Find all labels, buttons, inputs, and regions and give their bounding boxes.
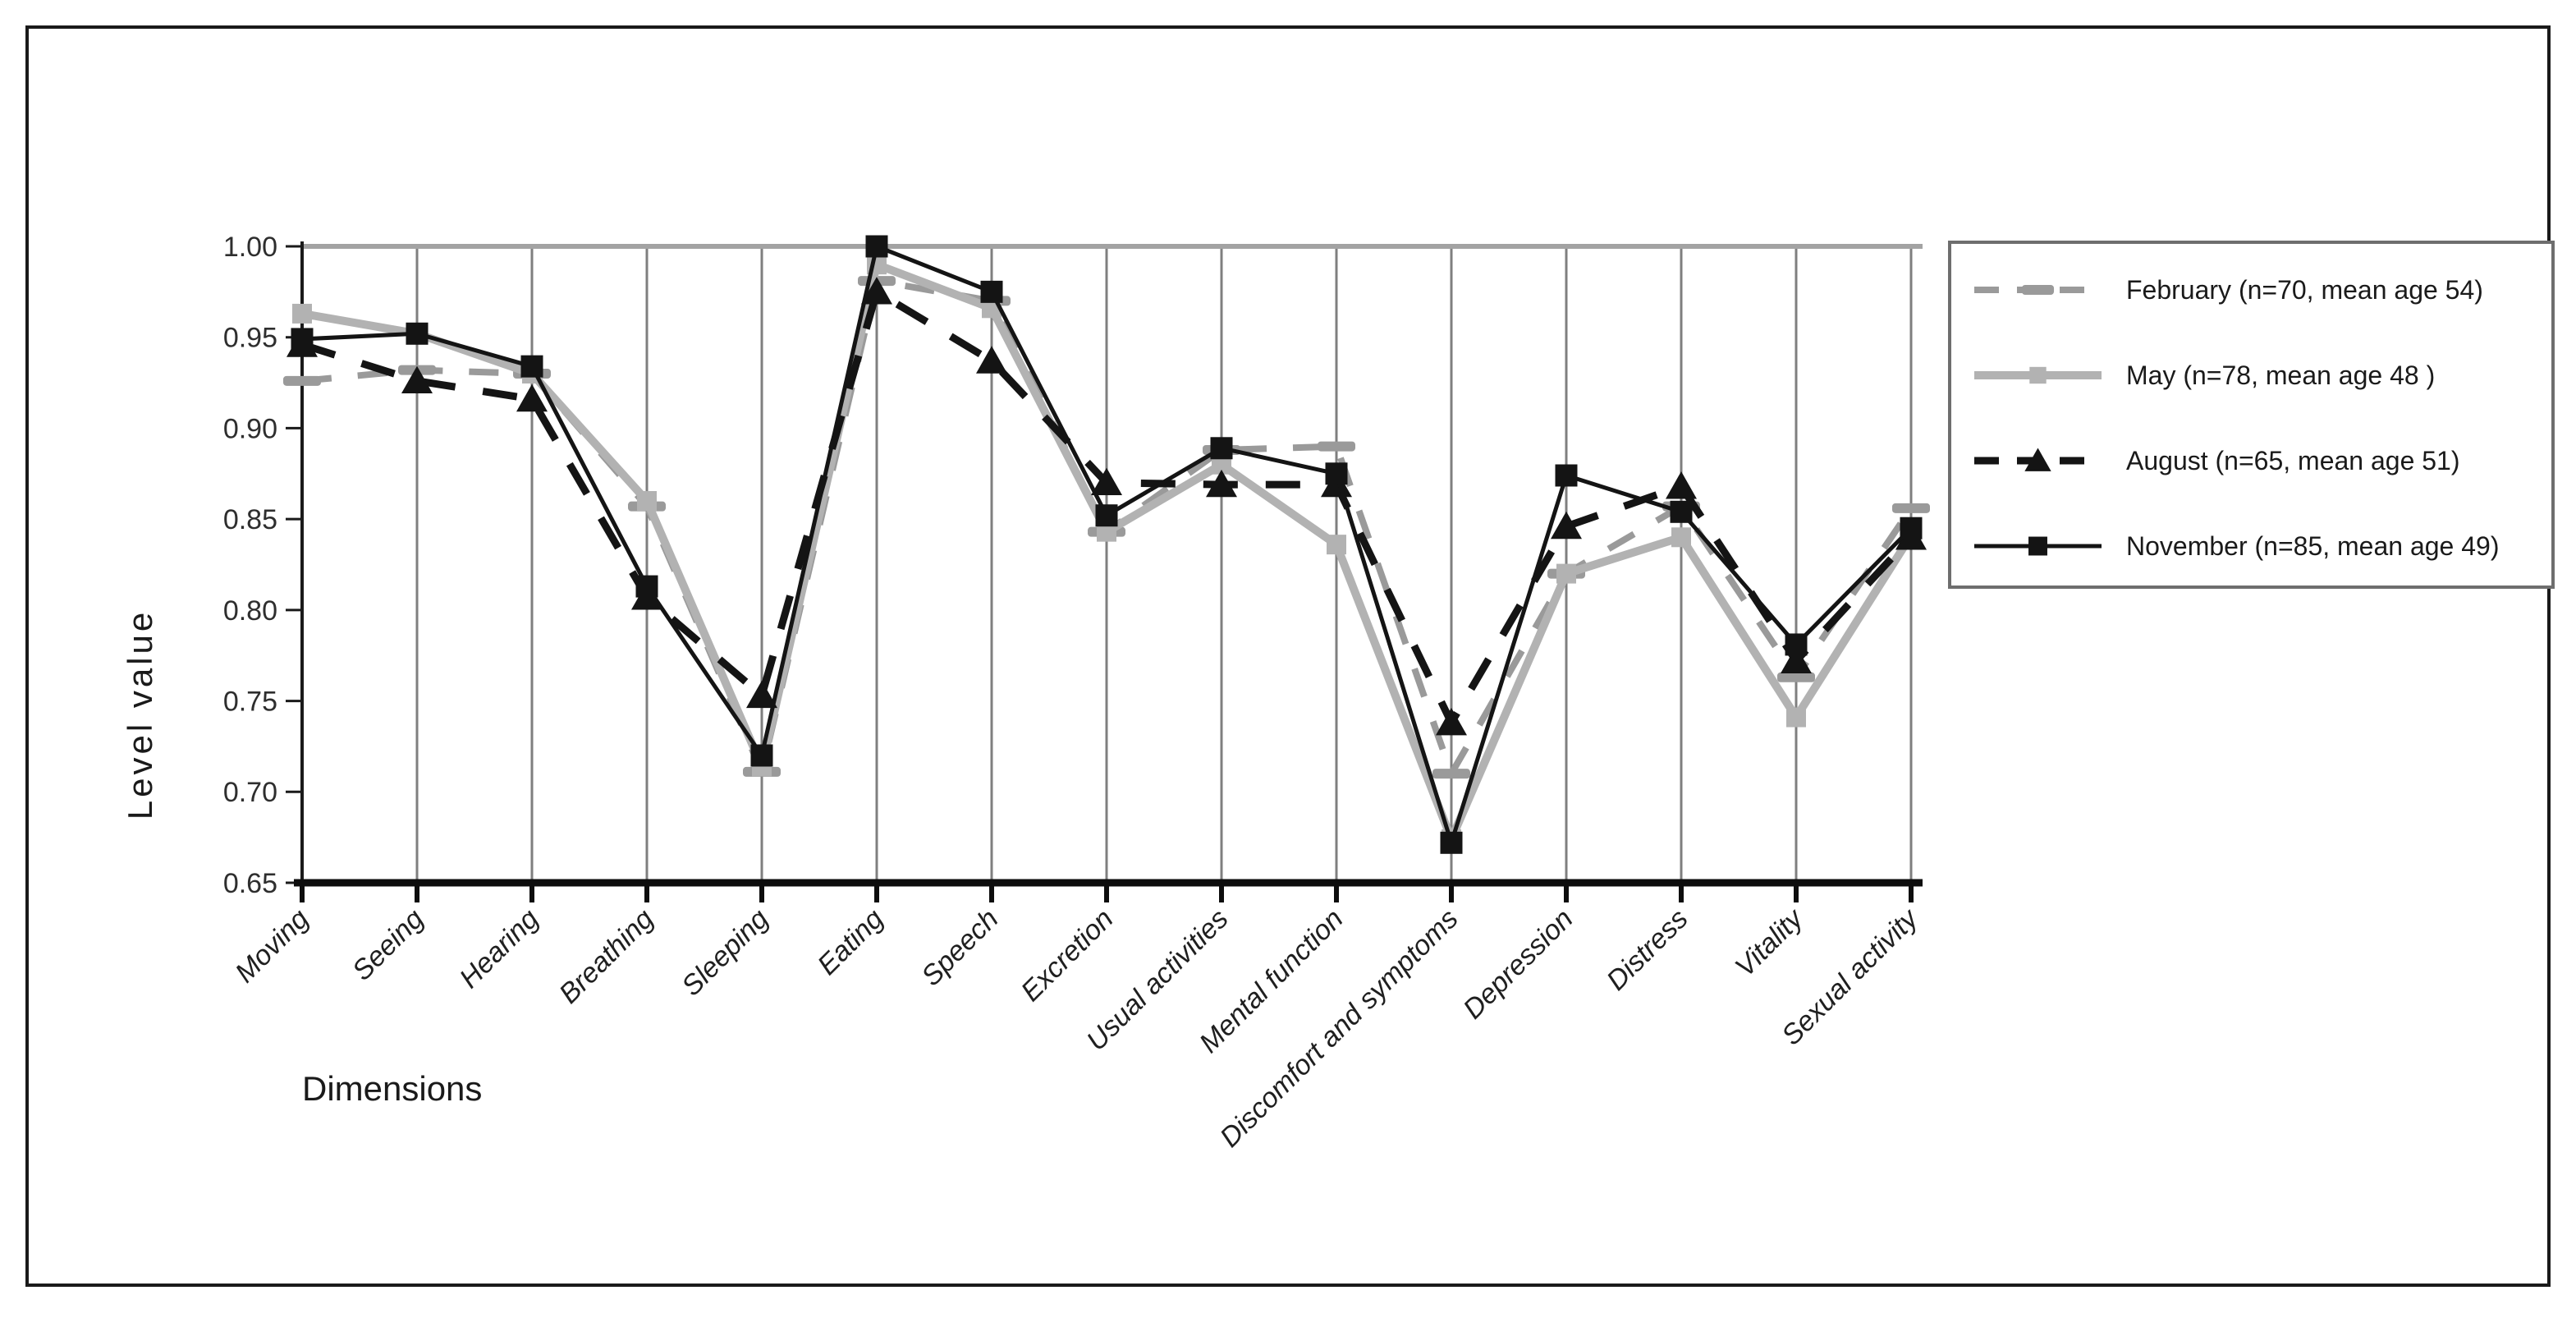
x-tick-label: Moving	[229, 903, 314, 989]
y-tick-label: 0.95	[223, 323, 277, 354]
legend-marker-square	[2029, 366, 2047, 384]
x-tick-label: Eating	[812, 903, 890, 981]
series-august-marker-triangle	[1666, 471, 1697, 499]
series-august-marker-triangle	[401, 365, 433, 394]
series-august-marker-triangle	[1206, 469, 1237, 498]
series-august-marker-triangle	[861, 277, 892, 305]
series-november-marker-square	[1095, 504, 1118, 527]
x-tick-label: Sleeping	[676, 903, 775, 1003]
legend-marker-triangle	[2024, 448, 2051, 471]
y-tick-label: 0.90	[223, 413, 277, 444]
x-tick-label: Excretion	[1015, 903, 1120, 1008]
series-november-marker-square	[1210, 437, 1233, 460]
x-tick-label: Breathing	[553, 903, 660, 1010]
series-november-marker-square	[1900, 517, 1923, 540]
x-tick-label: Vitality	[1729, 902, 1810, 983]
x-axis-title: Dimensions	[302, 1069, 482, 1108]
x-tick-label: Discomfort and symptoms	[1214, 903, 1464, 1154]
series-may-marker-square	[1786, 707, 1806, 728]
series-february-marker-dash	[283, 375, 321, 386]
y-tick-label: 0.70	[223, 777, 277, 808]
x-tick-label: Hearing	[454, 903, 545, 994]
legend-box	[1948, 241, 2555, 589]
chart-render-root: 1.00 0.95 0.90 0.85 0.80 0.75 0.70 0.65 Moving Se…	[223, 232, 2555, 1154]
series-november-marker-square	[1670, 500, 1693, 523]
series-february-marker-dash	[1777, 672, 1815, 682]
y-axis-title: Level value	[121, 609, 159, 820]
y-tick-label: 0.80	[223, 595, 277, 627]
y-tick-label: 0.65	[223, 868, 277, 899]
y-tick-label: 0.75	[223, 686, 277, 717]
series-may-marker-square	[292, 303, 312, 324]
series-november-marker-square	[865, 235, 888, 258]
series-may-marker-square	[637, 491, 657, 511]
series-november-marker-square	[520, 355, 543, 378]
x-tick-label: Speech	[915, 903, 1004, 992]
y-tick-label: 0.85	[223, 504, 277, 535]
series-february-marker-dash	[1432, 769, 1470, 779]
series-august-marker-triangle	[516, 383, 548, 412]
x-tick-label: Seeing	[346, 903, 430, 987]
series-august-marker-triangle	[1781, 645, 1812, 674]
series-november-marker-square	[1325, 462, 1348, 485]
legend-label: August (n=65, mean age 51)	[2126, 446, 2460, 475]
legend-label: November (n=85, mean age 49)	[2126, 531, 2499, 561]
series-may-marker-square	[1671, 527, 1691, 548]
x-tick-label: Distress	[1601, 903, 1694, 997]
series-november-marker-square	[1440, 831, 1463, 854]
series-august-marker-triangle	[1091, 467, 1122, 496]
series-august-marker-triangle	[976, 346, 1007, 374]
series-february-marker-dash	[1892, 503, 1930, 513]
legend-marker-dash	[2021, 285, 2055, 295]
legend-marker-square	[2028, 536, 2047, 556]
series-november-marker-square	[291, 328, 314, 351]
series-may-marker-square	[1327, 535, 1346, 555]
series-november-marker-square	[750, 744, 773, 767]
series-november-marker-square	[980, 280, 1003, 303]
legend-label: May (n=78, mean age 48 )	[2126, 360, 2435, 390]
series-november-marker-square	[1785, 633, 1808, 656]
series-may-marker-square	[1556, 563, 1576, 584]
legend-label: February (n=70, mean age 54)	[2126, 275, 2483, 305]
series-august-marker-triangle	[1436, 707, 1467, 736]
series-february-marker-dash	[1318, 441, 1355, 452]
series-august-marker-triangle	[1551, 511, 1582, 540]
x-tick-label: Depression	[1457, 903, 1579, 1025]
figure-border	[25, 25, 2551, 1287]
series-november-marker-square	[635, 575, 658, 598]
series-august-marker-triangle	[746, 680, 777, 709]
series-november-marker-square	[1555, 464, 1578, 487]
y-tick-label: 1.00	[223, 232, 277, 263]
series-november-marker-square	[406, 322, 429, 345]
